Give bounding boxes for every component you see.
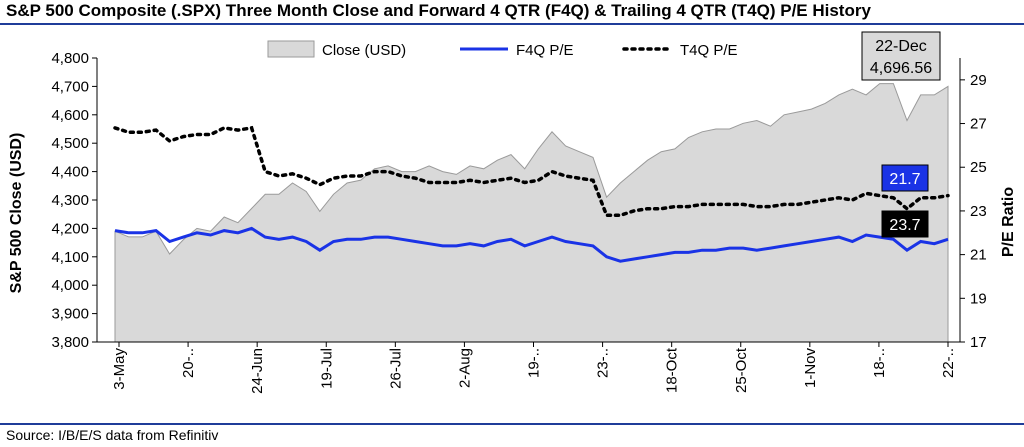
x-tick-label: 2-Aug [456,348,473,388]
x-tick-label: 3-May [111,348,128,390]
x-tick-label: 19-Jul [318,348,335,389]
y-tick-label: 4,800 [51,50,89,67]
y-tick-label: 4,400 [51,164,89,181]
chart: 3,800 3,900 4,000 4,100 4,200 4,300 4,400 4,500… [8,31,1017,394]
y-tick-label: 4,100 [51,249,89,266]
t4q-end-label-box [881,210,929,238]
y-tick-label: 3,900 [51,306,89,323]
legend-close-swatch [267,40,315,58]
f4q-line [114,226,949,263]
x-tick-label: 18-Oct [664,347,681,393]
y2-tick-label: 19 [970,290,987,307]
t4q-end-label: 23.7 [889,217,920,234]
legend-close-label: Close (USD) [322,42,406,59]
x-tick-label: 20-.. [180,348,197,378]
y-tick-label: 4,600 [51,107,89,124]
legend-f4q-label: F4Q P/E [516,42,574,59]
x-tick-label: 22-.. [940,348,957,378]
y-axis-title: S&P 500 Close (USD) [8,133,25,294]
x-tick-label: 25-Oct [733,347,750,393]
y2-tick-label: 27 [970,116,987,133]
y-tick-label: 4,500 [51,135,89,152]
close-area [114,83,949,343]
t4q-line [113,125,950,218]
y2-tick-label: 23 [970,203,987,220]
y-tick-label: 3,800 [51,334,89,351]
f4q-end-label: 21.7 [889,171,920,188]
title-rule [0,23,1024,25]
x-tick-label: 1-Nov [802,348,819,389]
y2-tick-label: 29 [970,72,987,89]
y2-tick-label: 25 [970,159,987,176]
f4q-end-label-box [881,164,929,192]
chart-title: S&P 500 Composite (.SPX) Three Month Clo… [6,1,871,20]
y-tick-label: 4,700 [51,78,89,95]
y2-tick-label: 17 [970,334,987,351]
y-tick-label: 4,000 [51,277,89,294]
annotation-value: 4,696.56 [870,60,932,77]
x-tick-label: 26-Jul [387,348,404,389]
x-tick-label: 23-.. [595,348,612,378]
annotation-box [861,31,941,81]
x-tick-label: 18-.. [871,348,888,378]
x-tick-label: 19-.. [526,348,543,378]
y2-axis-title: P/E Ratio [1000,187,1017,257]
y2-tick-label: 21 [970,247,987,264]
source-rule [0,423,1024,425]
y-tick-label: 4,300 [51,192,89,209]
legend-t4q-label: T4Q P/E [680,42,738,59]
y-tick-label: 4,200 [51,220,89,237]
source-note: Source: I/B/E/S data from Refinitiv [6,427,219,443]
x-tick-label: 24-Jun [249,348,266,394]
annotation-date: 22-Dec [875,38,927,55]
